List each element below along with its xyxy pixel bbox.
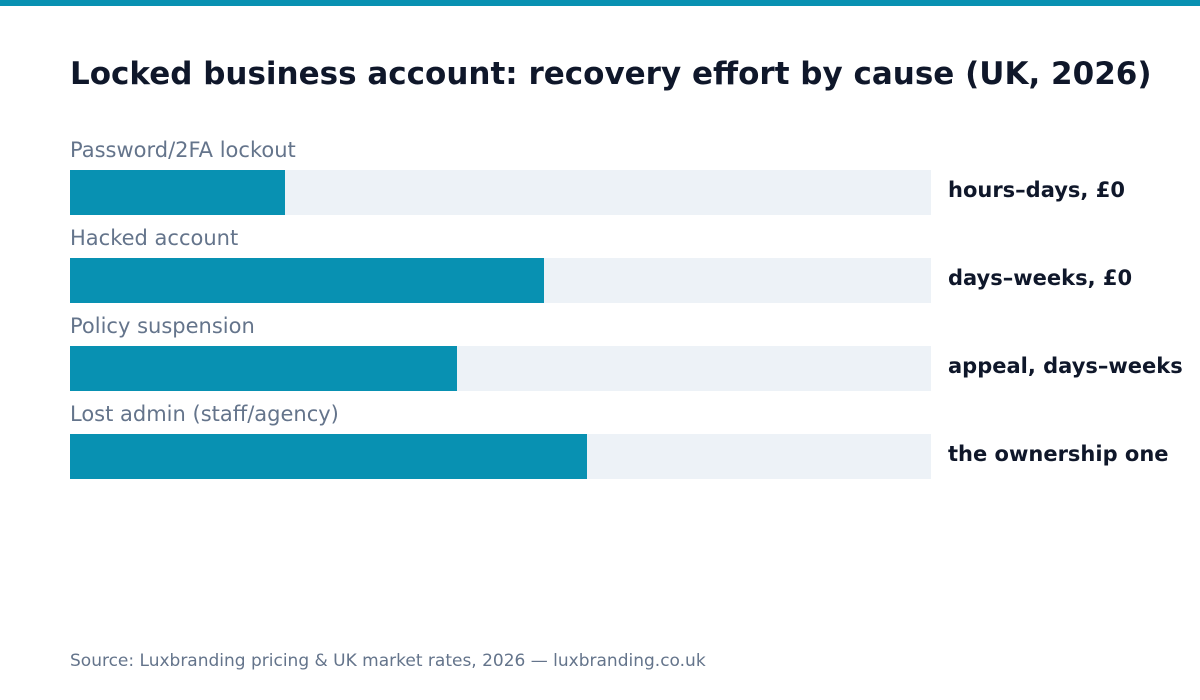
bar-value-label: hours–days, £0 — [948, 178, 1125, 202]
chart-title: Locked business account: recovery effort… — [70, 56, 1152, 92]
bar-value-label: appeal, days–weeks — [948, 354, 1183, 378]
bar — [70, 346, 458, 391]
bar-track — [70, 170, 931, 215]
bar-row: Policy suspension appeal, days–weeks — [0, 314, 1200, 402]
source-note: Source: Luxbranding pricing & UK market … — [70, 651, 706, 671]
category-label: Policy suspension — [70, 314, 255, 338]
bar-row: Hacked account days–weeks, £0 — [0, 226, 1200, 314]
category-label: Hacked account — [70, 226, 239, 250]
bar — [70, 434, 587, 479]
category-label: Password/2FA lockout — [70, 138, 296, 162]
top-accent-bar — [0, 0, 1200, 6]
bar-track — [70, 434, 931, 479]
bar-value-label: the ownership one — [948, 442, 1169, 466]
bar-value-label: days–weeks, £0 — [948, 266, 1133, 290]
bar — [70, 170, 286, 215]
bar — [70, 258, 544, 303]
bar-row: Password/2FA lockout hours–days, £0 — [0, 138, 1200, 226]
bar-chart: Password/2FA lockout hours–days, £0 Hacked… — [0, 138, 1200, 490]
bar-row: Lost admin (staff/agency) the ownership o… — [0, 402, 1200, 490]
bar-track — [70, 258, 931, 303]
category-label: Lost admin (staff/agency) — [70, 402, 339, 426]
bar-track — [70, 346, 931, 391]
